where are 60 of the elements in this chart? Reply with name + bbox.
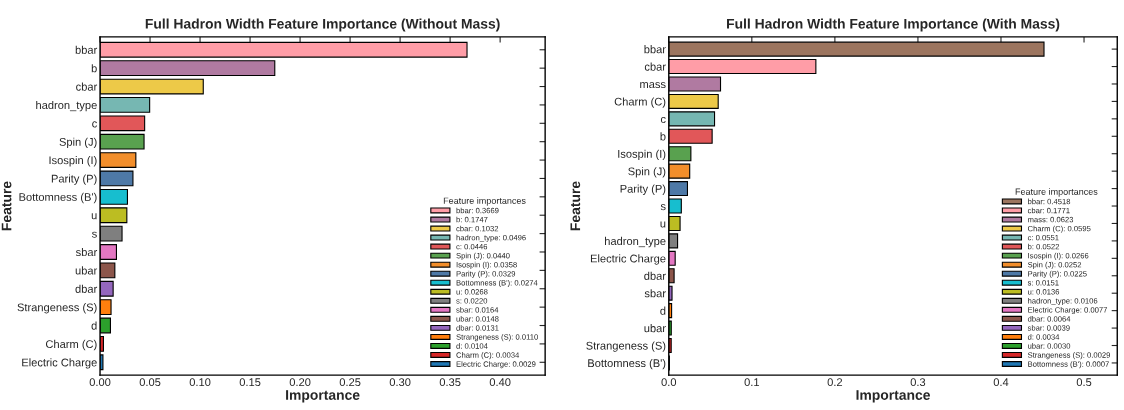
y-tick-label: Spin (J) — [628, 167, 666, 178]
y-tick-label: Electric Charge — [22, 358, 97, 369]
x-tick-label: 0.1 — [744, 378, 760, 387]
chart-title: Full Hadron Width Feature Importance (With Mass) — [727, 18, 1060, 32]
legend-title: Feature importances — [443, 197, 526, 206]
y-tick-label: ubar — [644, 324, 666, 333]
x-tick-label: 0.00 — [89, 378, 111, 387]
x-tick-label: 0.25 — [339, 378, 361, 387]
y-tick-label: Isospin (I) — [618, 149, 666, 161]
y-tick-label: Parity (P) — [51, 174, 97, 185]
y-tick-label: Bottomness (B') — [19, 192, 97, 204]
y-axis-title: Feature — [1, 181, 12, 231]
x-axis-title: Importance — [286, 390, 360, 403]
y-tick-label: Bottomness (B') — [588, 358, 666, 370]
y-tick-label: cbar — [76, 82, 98, 91]
y-tick-label: b — [91, 64, 97, 73]
y-tick-label: b — [660, 132, 666, 141]
x-tick-label: 0.40 — [489, 378, 511, 387]
y-axis-title: Feature — [570, 181, 581, 231]
x-tick-label: 0.05 — [139, 378, 161, 387]
y-tick-label: hadron_type — [605, 236, 666, 248]
x-tick-label: 0.5 — [1076, 378, 1092, 387]
y-tick-label: Isospin (I) — [49, 156, 97, 167]
x-axis-title: Importance — [856, 390, 930, 403]
y-tick-label: c — [92, 121, 97, 128]
y-tick-label: ubar — [75, 266, 98, 275]
x-tick-label: 0.20 — [289, 378, 311, 387]
y-tick-label: Charm (C) — [45, 339, 97, 351]
x-tick-label: 0.4 — [993, 378, 1009, 387]
y-tick-label: Strangeness (S) — [586, 341, 666, 352]
y-tick-label: Charm (C) — [614, 97, 666, 108]
y-tick-label: Parity (P) — [620, 184, 666, 195]
y-tick-label: Strangeness (S) — [17, 303, 97, 314]
y-tick-label: mass — [640, 82, 666, 89]
y-tick-label: bbar — [644, 45, 666, 54]
x-tick-label: 0.2 — [827, 378, 843, 387]
x-tick-label: 0.3 — [910, 378, 926, 387]
y-tick-label: sbar — [75, 247, 98, 257]
x-tick-label: 0.0 — [661, 378, 677, 387]
y-tick-label: u — [91, 213, 97, 220]
x-tick-label: 0.10 — [189, 378, 211, 387]
y-tick-label: hadron_type — [36, 100, 97, 112]
x-tick-label: 0.15 — [239, 378, 261, 387]
y-tick-label: sbar — [644, 289, 666, 298]
x-tick-label: 0.35 — [439, 378, 461, 387]
y-tick-label: s — [660, 204, 666, 211]
y-tick-label: dbar — [644, 271, 666, 280]
x-tick-label: 0.30 — [389, 378, 411, 387]
y-tick-label: s — [92, 231, 97, 238]
y-tick-label: dbar — [75, 284, 98, 293]
y-tick-label: cbar — [644, 62, 666, 71]
y-tick-label: Spin (J) — [59, 137, 97, 149]
chart-title: Full Hadron Width Feature Importance (Without Mass) — [145, 18, 500, 32]
y-tick-label: bbar — [75, 45, 98, 54]
legend-title: Feature importances — [1015, 188, 1098, 197]
y-tick-label: d — [660, 306, 666, 315]
y-tick-label: Electric Charge — [590, 254, 666, 265]
y-tick-label: u — [660, 221, 666, 228]
y-tick-label: d — [91, 321, 97, 330]
y-tick-label: c — [660, 116, 666, 123]
